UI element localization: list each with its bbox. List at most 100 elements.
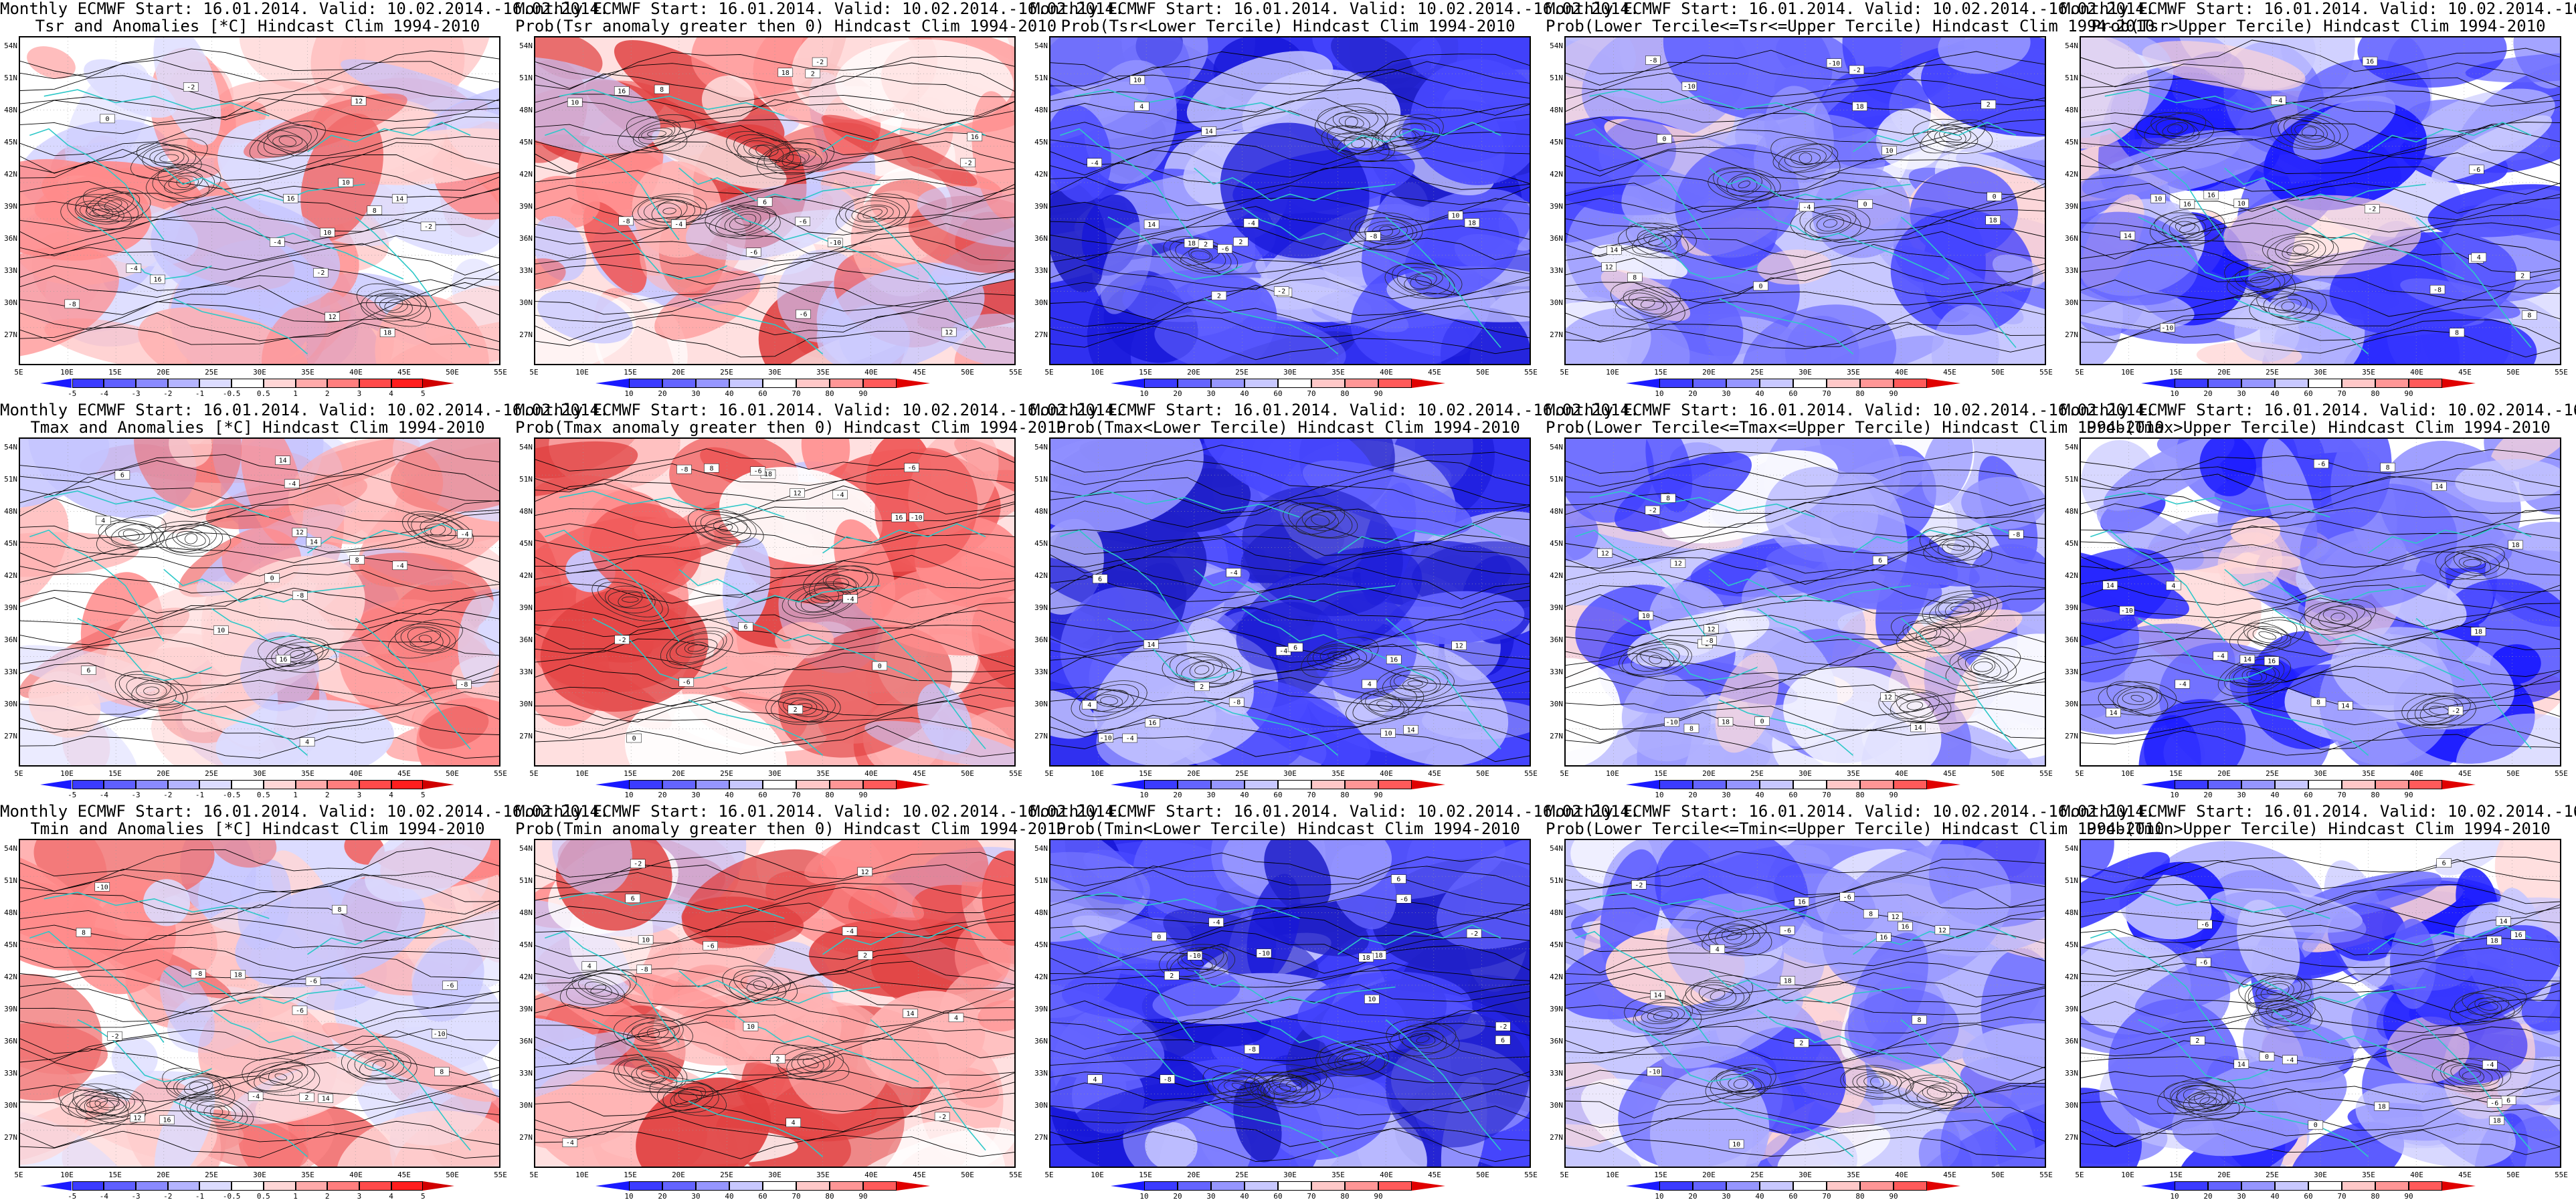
contour-value-label: 10 — [638, 935, 654, 944]
terrain-contour — [1772, 143, 1839, 173]
contour-value-label: -10 — [432, 1029, 447, 1039]
contour-value-label: 4 — [581, 961, 597, 971]
colorbar-tick-label: 30 — [2237, 791, 2246, 799]
longitude-label: 45E — [1943, 1171, 1956, 1179]
colorbar-tick-label: 60 — [1273, 389, 1283, 398]
colorbar-tick-label: 80 — [2371, 389, 2380, 398]
contour-value-label: 4 — [299, 737, 315, 746]
svg-text:2: 2 — [1204, 241, 1208, 249]
colorbar-low-arrow — [1111, 780, 1144, 789]
panel-title: Monthly ECMWF Start: 16.01.2014. Valid: … — [1030, 401, 1640, 419]
contour-value-label: -2 — [1631, 880, 1647, 890]
terrain-contour — [1351, 139, 1365, 148]
field-patch — [2386, 1016, 2470, 1084]
terrain-contour — [771, 692, 836, 722]
svg-text:14: 14 — [395, 196, 403, 203]
contour-value-label: -4 — [1122, 733, 1137, 743]
svg-text:12: 12 — [1455, 643, 1463, 650]
temperature-contour — [1050, 1116, 1530, 1147]
colorbar-tick-label: 90 — [2404, 1192, 2413, 1201]
temperature-contour — [1050, 98, 1530, 123]
longitude-label: 20E — [1702, 368, 1716, 377]
svg-text:18: 18 — [781, 70, 790, 77]
terrain-contour — [1965, 656, 2001, 678]
contour-value-label: 12 — [351, 96, 367, 106]
svg-text:-8: -8 — [460, 682, 468, 689]
field-patch — [1050, 840, 1144, 904]
contour-value-label: -4 — [2175, 679, 2191, 689]
svg-text:4: 4 — [2477, 254, 2481, 262]
contour-value-label: 8 — [349, 555, 365, 565]
longitude-label: 55E — [1009, 1171, 1022, 1179]
temperature-contour — [1050, 641, 1530, 663]
panel-subtitle: Tmax and Anomalies [*C] Hindcast Clim 19… — [30, 418, 485, 437]
longitude-label: 55E — [1524, 769, 1538, 778]
colorbar-tick-label: 20 — [1688, 1192, 1697, 1201]
terrain-contour — [2150, 116, 2200, 142]
contour-value-label: 8 — [1660, 493, 1676, 503]
terrain-contour — [92, 193, 134, 217]
colorbar-swatch — [72, 780, 104, 789]
colorbar-swatch — [167, 379, 200, 388]
temperature-contour — [1050, 305, 1530, 328]
temperature-contour — [2081, 503, 2560, 527]
terrain-contour — [2229, 617, 2306, 654]
contour-value-label: -8 — [2429, 285, 2446, 294]
colorbar-tick-label: 70 — [792, 389, 801, 398]
contour-value-label: -8 — [1701, 635, 1717, 645]
terrain-contour — [778, 693, 828, 722]
contour-value-label: 10 — [213, 625, 229, 635]
latitude-label: 48N — [519, 908, 533, 917]
temperature-contour — [2081, 947, 2560, 972]
contour-value-label: 0 — [1754, 716, 1770, 726]
colorbar-swatch — [763, 1181, 796, 1191]
terrain-contour — [1631, 296, 1664, 310]
terrain-contour — [114, 671, 188, 711]
terrain-contour — [862, 209, 883, 219]
contour-value-label: -4 — [1208, 917, 1224, 927]
contour-value-label: 14 — [2233, 1060, 2249, 1069]
longitude-label: 30E — [2314, 368, 2327, 377]
longitude-label: 35E — [2362, 368, 2375, 377]
colorbar-tick-label: 40 — [1240, 389, 1249, 398]
latitude-label: 39N — [1034, 603, 1048, 612]
colorbar-swatch — [763, 379, 796, 388]
temperature-contour — [2081, 659, 2560, 688]
longitude-label: 15E — [1139, 368, 1152, 377]
contour-value-label: -2 — [2365, 204, 2380, 213]
terrain-contour — [797, 1054, 824, 1072]
latitude-label: 30N — [519, 700, 533, 708]
svg-text:18: 18 — [1188, 240, 1196, 247]
terrain-contour — [771, 1044, 850, 1082]
temperature-contour — [1566, 322, 2045, 353]
colorbar-swatch — [1760, 780, 1793, 789]
contour-value-label: 14 — [1910, 722, 1926, 732]
coastline — [678, 970, 881, 1004]
temperature-contour — [20, 322, 499, 350]
svg-text:-6: -6 — [296, 1007, 304, 1015]
terrain-contour — [2117, 687, 2158, 710]
contour-value-label: -8 — [676, 464, 692, 474]
field-patch — [801, 439, 850, 483]
contour-value-label: -2 — [1645, 505, 1661, 515]
temperature-contour — [1566, 972, 2045, 998]
svg-text:16: 16 — [286, 195, 294, 203]
terrain-contour — [372, 1060, 386, 1070]
longitude-label: 30E — [253, 769, 266, 778]
svg-text:-10: -10 — [911, 514, 923, 522]
colorbar-low-arrow — [40, 379, 72, 388]
colorbar-tick-label: 90 — [1374, 389, 1383, 398]
field-patch — [804, 840, 923, 886]
terrain-contour — [1245, 1072, 1321, 1108]
coastline — [545, 930, 680, 1043]
terrain-contour — [2247, 976, 2302, 1007]
contour-value-label: 2 — [1164, 971, 1180, 981]
temperature-contour — [20, 1030, 499, 1062]
field-patch — [1145, 1122, 1198, 1167]
longitude-label: 5E — [14, 368, 23, 377]
temperature-contour — [2081, 730, 2560, 756]
coastline — [2224, 167, 2426, 201]
contour-value-label: -2 — [183, 82, 199, 92]
svg-text:8: 8 — [440, 1069, 444, 1076]
